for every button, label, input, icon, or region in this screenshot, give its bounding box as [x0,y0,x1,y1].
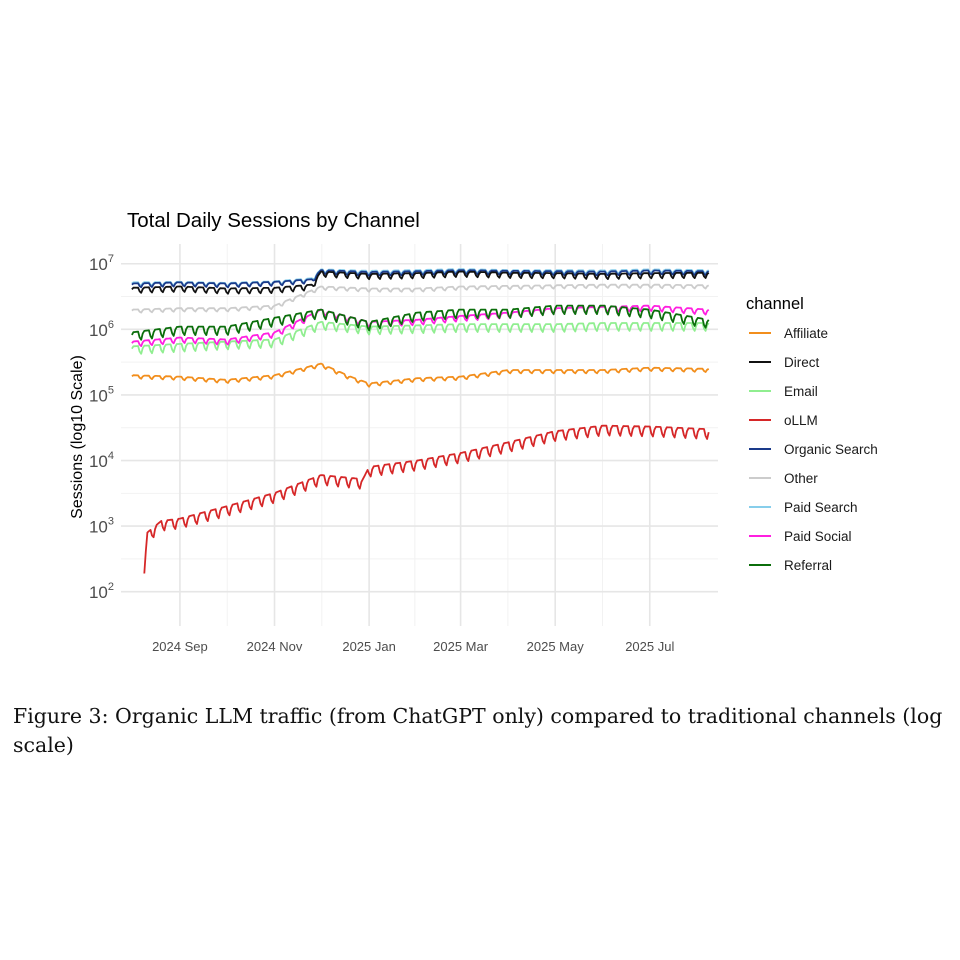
series-line-direct [131,270,710,295]
y-tick-exponent: 3 [108,516,114,528]
y-tick-label: 106 [89,319,114,340]
grid [121,244,718,626]
x-tick-label: 2025 May [527,639,585,654]
y-tick-exponent: 5 [108,384,114,396]
y-tick-base: 10 [89,583,108,602]
legend-title: channel [746,295,804,313]
legend-label-ollm: oLLM [784,413,818,428]
x-tick-label: 2025 Jul [625,639,674,654]
y-tick-label: 102 [89,581,114,602]
legend-label-affiliate: Affiliate [784,326,828,341]
y-tick-base: 10 [89,255,108,274]
legend-label-organic-search: Organic Search [784,442,878,457]
series-lines [131,268,710,574]
y-tick-base: 10 [89,386,108,405]
legend-label-paid-social: Paid Social [784,529,852,544]
y-tick-exponent: 2 [108,581,114,593]
y-tick-exponent: 7 [108,253,114,265]
legend-label-paid-search: Paid Search [784,500,858,515]
y-tick-exponent: 6 [108,319,114,331]
series-line-referral [131,304,710,341]
legend-label-email: Email [784,384,818,399]
x-axis: 2024 Sep 2024 Nov 2025 Jan 2025 Mar 2025 May… [152,639,674,654]
series-line-organic-search [131,269,710,289]
y-tick-label: 105 [89,384,114,405]
x-tick-label: 2025 Jan [342,639,396,654]
y-tick-base: 10 [89,321,108,340]
series-line-affiliate [131,362,710,388]
legend: Affiliate Direct Email oLLM Organic Search Ot… [749,326,878,573]
legend-label-direct: Direct [784,355,820,370]
x-tick-label: 2025 Mar [433,639,489,654]
x-tick-label: 2024 Nov [247,639,303,654]
figure-caption: Figure 3: Organic LLM traffic (from Chat… [13,704,943,757]
y-axis-label: Sessions (log10 Scale) [69,355,86,519]
y-tick-label: 104 [89,450,114,471]
chart-title: Total Daily Sessions by Channel [127,209,420,232]
legend-label-other: Other [784,471,818,486]
series-line-email [131,321,710,355]
y-tick-exponent: 4 [108,450,114,462]
x-tick-label: 2024 Sep [152,639,208,654]
y-tick-base: 10 [89,518,108,537]
series-line-ollm [143,424,710,574]
y-tick-label: 107 [89,253,114,274]
series-line-other [131,283,710,314]
y-tick-base: 10 [89,452,108,471]
legend-label-referral: Referral [784,558,832,573]
y-tick-label: 103 [89,516,114,537]
